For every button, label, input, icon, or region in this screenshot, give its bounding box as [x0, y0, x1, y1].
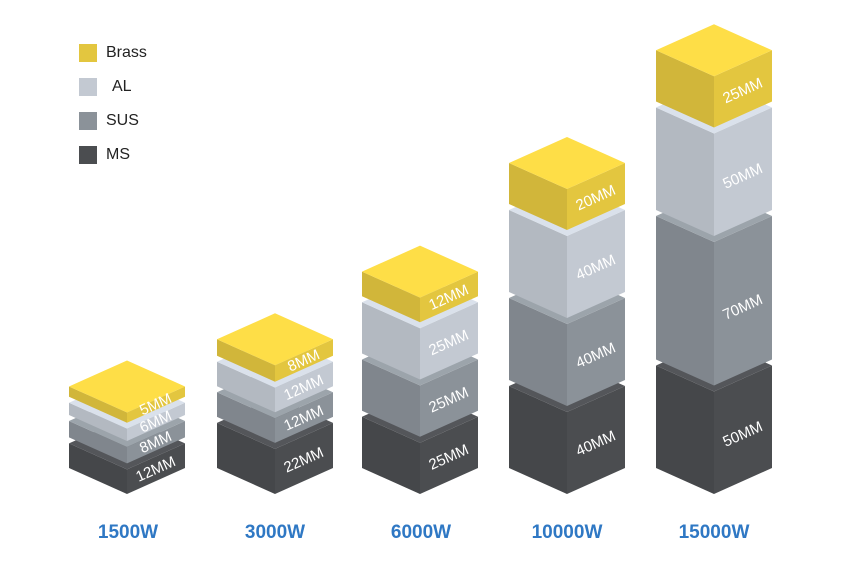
power-label-1500w: 1500W	[97, 522, 159, 543]
block-left-face	[217, 392, 275, 443]
block-left-face	[362, 416, 420, 494]
legend-swatch-sus	[79, 112, 97, 130]
block-left-face	[656, 107, 714, 236]
legend-label-brass: Brass	[106, 44, 147, 61]
legend-item-ms: MS	[79, 138, 147, 172]
block-left-face	[69, 443, 127, 494]
block-left-face	[656, 216, 714, 386]
block-right-face	[420, 302, 478, 380]
block-right-face	[127, 386, 185, 423]
block-left-face	[362, 359, 420, 437]
block-right-face	[275, 361, 333, 413]
block-left-face	[69, 386, 127, 423]
block-right-face	[567, 298, 625, 406]
block-left-face	[509, 210, 567, 318]
block-left-face	[509, 163, 567, 230]
block-left-face	[69, 421, 127, 464]
block-right-face	[420, 359, 478, 437]
block-right-face	[567, 386, 625, 494]
block-right-face	[275, 339, 333, 382]
block-right-face	[127, 421, 185, 464]
block-left-face	[656, 50, 714, 128]
block-right-face	[420, 416, 478, 494]
block-right-face	[567, 210, 625, 318]
block-top-face	[69, 360, 185, 413]
block-right-face	[714, 216, 772, 386]
block-right-face	[275, 392, 333, 443]
power-label-10000w: 10000W	[531, 522, 603, 543]
legend-swatch-brass	[79, 44, 97, 62]
block-left-face	[509, 298, 567, 406]
block-right-face	[567, 163, 625, 230]
block-right-face	[714, 365, 772, 494]
block-right-face	[714, 50, 772, 128]
block-right-face	[714, 107, 772, 236]
power-label-15000w: 15000W	[678, 522, 750, 543]
block-left-face	[362, 271, 420, 323]
legend-item-al: AL	[79, 70, 147, 104]
block-10000w-brass: 20MM	[509, 137, 625, 230]
legend-item-brass: Brass	[79, 36, 147, 70]
block-15000w-al: 50MM	[656, 81, 772, 236]
block-top-face	[362, 245, 478, 298]
block-left-face	[362, 302, 420, 380]
block-left-face	[217, 422, 275, 494]
block-1500w-brass: 5MM	[69, 360, 185, 423]
legend-label-al: AL	[112, 78, 132, 95]
power-label-3000w: 3000W	[244, 522, 306, 543]
legend: Brass AL SUS MS	[79, 36, 147, 172]
power-label-6000w: 6000W	[390, 522, 452, 543]
block-left-face	[69, 402, 127, 441]
block-left-face	[217, 339, 275, 382]
block-right-face	[275, 422, 333, 494]
legend-item-sus: SUS	[79, 104, 147, 138]
block-6000w-sus: 25MM	[362, 333, 478, 437]
block-top-face	[217, 313, 333, 366]
legend-swatch-ms	[79, 146, 97, 164]
block-right-face	[127, 443, 185, 494]
block-6000w-brass: 12MM	[362, 245, 478, 323]
legend-label-sus: SUS	[106, 112, 139, 129]
block-left-face	[509, 386, 567, 494]
block-left-face	[217, 361, 275, 413]
block-15000w-brass: 25MM	[656, 24, 772, 128]
block-top-face	[656, 24, 772, 77]
block-right-face	[420, 271, 478, 323]
block-top-face	[509, 137, 625, 189]
block-right-face	[127, 402, 185, 441]
legend-label-ms: MS	[106, 146, 130, 163]
block-left-face	[656, 365, 714, 494]
legend-swatch-al	[79, 78, 97, 96]
